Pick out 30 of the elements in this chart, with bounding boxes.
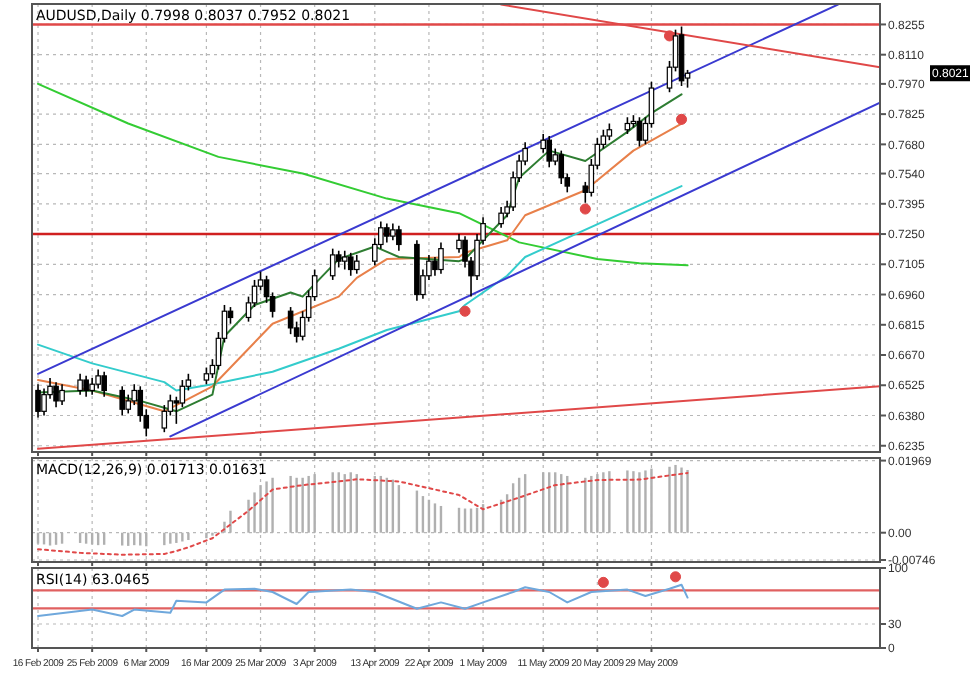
candlestick [287,306,294,335]
candlestick [341,249,348,271]
candlestick [353,254,360,275]
candlestick [438,241,444,275]
point [663,30,676,42]
candlestick [119,385,126,417]
point [675,113,688,125]
candlestick [35,383,41,419]
candlestick [83,375,89,398]
candlestick [498,206,504,229]
candlestick [329,247,336,281]
candlestick [77,372,83,396]
candlestick [59,383,65,406]
candlestick [384,222,390,244]
point [579,203,591,215]
candlestick [456,233,462,254]
candlestick [678,25,685,87]
candlestick [432,256,438,277]
candlestick [546,135,553,169]
candlestick [95,368,101,390]
candlestick [540,133,547,154]
candlestick [636,116,643,148]
candlestick [53,381,59,408]
candlestick [396,224,402,252]
line-series [37,82,689,267]
line-series [37,185,683,392]
point [459,305,471,317]
candlestick [558,149,565,185]
candlestick [101,370,107,398]
candlestick [347,252,354,277]
